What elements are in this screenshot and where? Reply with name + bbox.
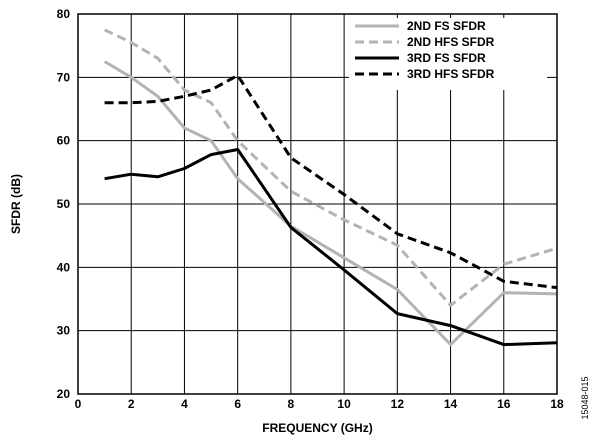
legend-label: 3RD HFS SFDR <box>407 67 495 81</box>
x-tick-label: 2 <box>128 397 135 411</box>
figure-id: 15048-015 <box>580 376 590 419</box>
x-tick-label: 14 <box>444 397 458 411</box>
legend-label: 2ND HFS SFDR <box>407 35 495 49</box>
y-tick-label: 40 <box>57 260 71 274</box>
legend-label: 3RD FS SFDR <box>407 51 486 65</box>
y-tick-label: 70 <box>57 70 71 84</box>
series-lines <box>103 28 558 347</box>
x-tick-label: 16 <box>497 397 511 411</box>
tick-labels: 0 2 4 6 8 10 12 14 16 18 20 30 40 50 60 70 80 <box>57 7 564 411</box>
series-line-2 <box>103 28 558 307</box>
series-line-1 <box>103 60 558 347</box>
y-tick-label: 80 <box>57 7 71 21</box>
x-tick-label: 12 <box>391 397 405 411</box>
series-line-4 <box>104 73 558 290</box>
x-tick-label: 0 <box>75 397 82 411</box>
legend-label: 2ND FS SFDR <box>407 19 486 33</box>
legend-background <box>349 18 547 90</box>
x-tick-label: 6 <box>234 397 241 411</box>
y-tick-label: 50 <box>57 197 71 211</box>
x-tick-label: 8 <box>288 397 295 411</box>
x-tick-label: 18 <box>550 397 564 411</box>
legend: 2ND FS SFDR 2ND HFS SFDR 3RD FS SFDR 3RD HF… <box>349 18 547 90</box>
x-tick-label: 4 <box>181 397 188 411</box>
plot-frame <box>77 13 558 395</box>
y-tick-label: 60 <box>57 134 71 148</box>
y-tick-label: 20 <box>57 387 71 401</box>
x-axis-label: FREQUENCY (GHz) <box>262 421 372 435</box>
x-tick-label: 10 <box>337 397 351 411</box>
y-tick-label: 30 <box>57 324 71 338</box>
y-axis-label: SFDR (dB) <box>9 174 23 234</box>
series-line-3 <box>104 148 558 347</box>
